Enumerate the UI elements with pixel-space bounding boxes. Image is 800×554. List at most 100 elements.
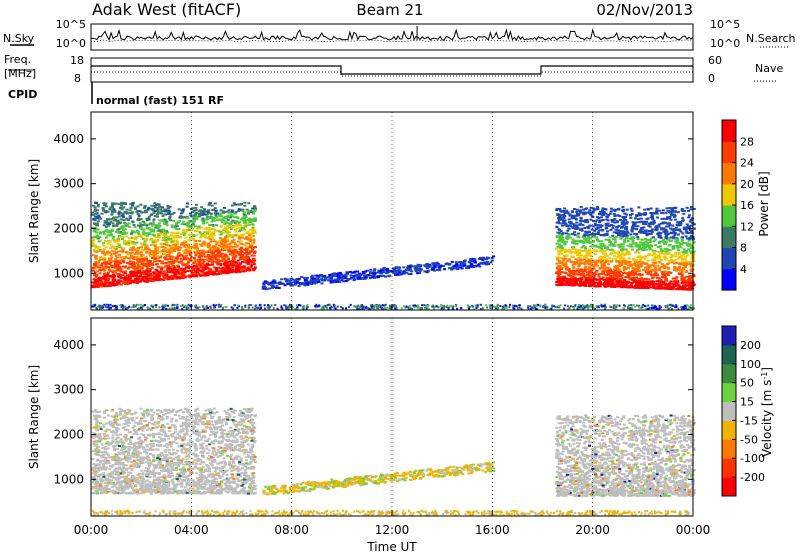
power-cell xyxy=(676,269,680,271)
power-cell xyxy=(141,264,145,267)
power-cell xyxy=(139,218,143,221)
power-cell xyxy=(681,242,685,244)
power-cell xyxy=(649,207,653,210)
power-cell xyxy=(612,254,616,257)
power-cell xyxy=(209,234,213,237)
power-cell xyxy=(185,223,189,226)
power-cell xyxy=(196,267,200,270)
power-cell xyxy=(100,285,104,288)
power-cell xyxy=(170,231,174,234)
power-cell xyxy=(200,270,204,273)
power-cell xyxy=(671,213,675,216)
noise-right-label: N.Search xyxy=(746,32,796,45)
power-cell xyxy=(112,216,115,219)
power-cell xyxy=(238,237,242,240)
power-cell xyxy=(578,284,582,287)
power-cell xyxy=(657,280,661,282)
power-cell xyxy=(126,282,130,285)
power-cell xyxy=(674,277,678,280)
power-cell xyxy=(631,239,635,242)
power-cell xyxy=(167,217,171,220)
power-cell xyxy=(657,277,661,280)
power-cell xyxy=(667,238,671,241)
power-cell xyxy=(91,243,95,246)
power-cell xyxy=(668,224,672,227)
power-cell xyxy=(650,245,653,248)
power-cell xyxy=(94,256,98,259)
power-cell xyxy=(573,231,577,234)
power-cell xyxy=(112,245,116,248)
power-cell xyxy=(231,262,235,265)
power-cell xyxy=(252,268,256,271)
power-cell xyxy=(198,254,202,257)
power-cell xyxy=(645,218,649,221)
power-cell xyxy=(661,276,665,279)
power-cell xyxy=(572,280,576,283)
power-cell xyxy=(124,265,128,268)
power-cell xyxy=(251,226,255,229)
power-cell xyxy=(241,208,245,211)
power-cell xyxy=(138,265,142,268)
power-cell xyxy=(156,227,160,230)
power-cell xyxy=(612,250,616,252)
power-cell xyxy=(604,281,608,284)
power-cell xyxy=(231,234,235,237)
power-cell xyxy=(97,279,101,282)
power-cell xyxy=(616,214,620,217)
power-cell xyxy=(236,223,240,226)
power-cell xyxy=(571,276,575,279)
power-cell xyxy=(612,243,616,246)
power-cell xyxy=(625,234,629,237)
power-cell xyxy=(217,255,221,258)
power-cell xyxy=(585,231,589,234)
power-cell xyxy=(170,240,174,243)
power-cell xyxy=(555,281,559,283)
power-cell xyxy=(593,229,597,232)
power-cell xyxy=(598,250,602,253)
power-cell xyxy=(649,280,653,283)
power-cell xyxy=(194,206,198,209)
power-cell xyxy=(617,252,621,254)
power-cell xyxy=(587,272,591,275)
power-cell xyxy=(625,231,629,234)
power-cell xyxy=(164,277,168,280)
power-cell xyxy=(600,278,604,281)
power-cell xyxy=(650,244,654,247)
power-cell xyxy=(156,265,160,268)
power-cell xyxy=(646,259,650,262)
power-cell xyxy=(580,227,584,230)
power-cell xyxy=(208,202,212,205)
power-cell xyxy=(676,281,680,284)
power-cell xyxy=(130,251,134,254)
power-cell xyxy=(578,209,582,212)
power-cell xyxy=(224,240,228,243)
power-cell xyxy=(687,279,690,282)
power-cell xyxy=(190,271,194,274)
power-cell xyxy=(185,263,189,266)
power-cell xyxy=(622,217,626,220)
power-cell xyxy=(562,220,566,223)
power-cell xyxy=(114,254,118,257)
power-cell xyxy=(558,269,561,272)
power-cell xyxy=(245,219,249,222)
power-cell xyxy=(227,264,231,267)
power-cell xyxy=(240,269,244,272)
power-cell xyxy=(136,264,140,267)
power-cell xyxy=(176,248,180,250)
power-cell xyxy=(688,220,692,223)
power-cell xyxy=(220,270,224,272)
power-cell xyxy=(601,207,605,210)
power-cell xyxy=(109,221,113,224)
power-cell xyxy=(165,254,169,256)
power-cell xyxy=(578,229,582,231)
power-cell xyxy=(140,211,144,214)
power-cell xyxy=(125,208,129,211)
power-cell xyxy=(135,281,139,284)
power-cell xyxy=(661,221,665,224)
power-cell xyxy=(181,262,185,265)
power-cell xyxy=(598,224,602,227)
power-cell xyxy=(684,271,688,274)
power-cell xyxy=(94,261,98,264)
power-cell xyxy=(107,268,111,271)
power-cell xyxy=(619,235,623,238)
